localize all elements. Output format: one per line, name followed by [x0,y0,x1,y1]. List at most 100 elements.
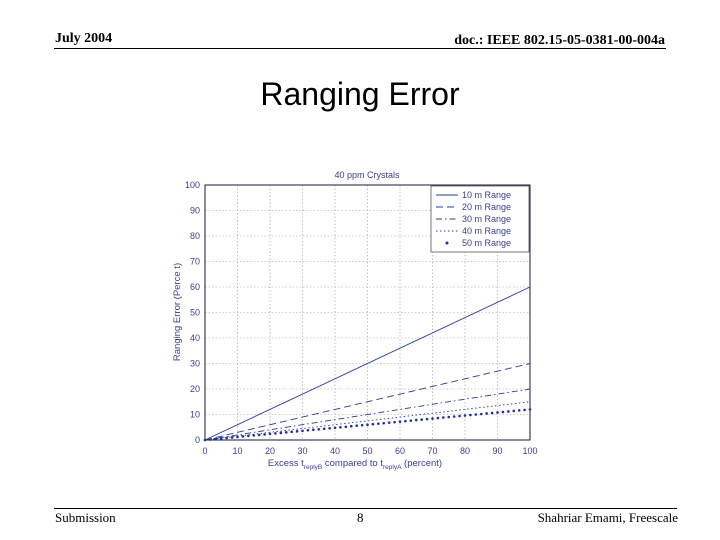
series-50m-marker [371,422,375,426]
series-50m-marker [268,432,272,436]
series-50m-marker [274,432,277,435]
series-50m-marker [209,438,212,441]
legend-label-3: 30 m Range [462,214,511,224]
series-50m-marker [393,420,396,424]
series-50m-marker [377,422,380,425]
legend-marker-5 [445,241,449,245]
series-50m-marker [528,408,532,411]
y-tick-label: 40 [190,333,200,343]
series-50m-marker [517,409,521,412]
series-50m-marker [501,410,505,414]
series-line-1 [204,286,531,441]
series-50m-marker [306,429,310,432]
legend-label-2: 20 m Range [462,202,511,212]
series-50m-marker [252,434,256,437]
series-50m-marker [409,419,413,422]
x-axis-label-sub2: replyA [383,464,402,471]
series-50m-marker [355,424,358,428]
x-tick-label: 90 [492,446,502,456]
series-50m-marker [339,425,342,429]
series-50m-marker [442,416,445,419]
footer-page-number: 8 [357,510,364,525]
legend-label-4: 40 m Range [462,226,511,236]
series-50m-marker [225,436,228,440]
series-50m-marker [523,408,526,412]
series-50m-marker [214,437,218,441]
y-tick-label: 20 [190,384,200,394]
x-tick-label: 30 [297,446,307,456]
series-50m-marker [257,433,261,437]
chart-series [203,286,532,442]
x-tick-label: 80 [460,446,470,456]
series-50m-marker [490,411,494,415]
series-50m-marker [458,414,461,418]
legend-box [430,185,530,253]
series-50m-marker [344,425,348,429]
series-50m-marker [328,426,331,430]
series-50m-marker [469,413,472,417]
series-50m-marker [479,412,483,416]
chart-legend: 10 m Range 20 m Range 30 m Range 40 m Range… [430,185,530,253]
series-50m-marker [203,438,207,442]
series-50m-marker [301,429,304,433]
series-50m-marker [447,415,451,419]
x-tick-label: 70 [427,446,437,456]
series-50m-marker [284,431,288,434]
series-50m-marker [230,436,234,439]
series-line-2 [204,363,531,441]
series-50m-marker [398,420,402,423]
chart-ticks: 0 10 20 30 40 50 60 70 80 90 100 0 10 20 30 40 50 60 70 80 9… [185,180,538,456]
x-axis-label-end: (percent) [401,458,442,469]
header-doc-id: doc.: IEEE 802.15-05-0381-00-004a [454,33,665,48]
series-50m-marker [333,426,337,430]
series-50m-marker [414,418,418,422]
x-tick-label: 100 [522,446,537,456]
series-50m-marker [279,431,283,435]
series-line-3 [204,388,531,441]
x-tick-label: 10 [232,446,242,456]
series-50m-marker [512,409,516,413]
series-50m-marker [263,433,266,436]
series-50m-marker [219,437,223,440]
series-50m-marker [474,413,478,416]
header-rule [54,48,666,49]
y-tick-label: 80 [190,231,200,241]
y-tick-label: 90 [190,206,200,216]
y-tick-label: 0 [195,435,200,445]
slide-title: Ranging Error [260,76,460,112]
legend-label-5: 50 m Range [462,238,511,248]
x-axis-label-sub1: replyB [304,464,322,471]
footer-rule [54,508,677,509]
series-50m-marker [425,417,429,421]
y-tick-label: 100 [185,180,200,190]
legend-label-1: 10 m Range [462,190,511,200]
series-50m-marker [247,434,250,438]
y-tick-label: 70 [190,257,200,267]
y-tick-label: 10 [190,410,200,420]
series-50m-marker [436,416,440,420]
series-50m-marker [312,428,315,432]
series-50m-marker [241,435,245,438]
series-line-4 [204,401,531,441]
series-50m-marker [463,414,467,417]
y-axis-label: Ranging Error (Perce t) [172,263,183,361]
series-50m-marker [317,427,321,431]
series-50m-marker [236,435,239,439]
series-50m-marker [404,419,407,423]
series-50m-marker [496,411,499,414]
series-50m-marker [382,421,386,425]
series-50m-marker [290,430,293,434]
series-50m-marker [322,427,326,431]
x-axis-label: Excess treplyB compared to treplyA (perc… [268,458,442,471]
chart-title: 40 ppm Crystals [334,170,400,180]
x-axis-label-mid: compared to t [322,458,383,469]
series-50m-marker [420,418,423,421]
footer-submission: Submission [55,510,116,525]
series-50m-marker [507,410,510,413]
series-50m-marker [295,430,299,433]
footer-author: Shahriar Emami, Freescale [537,510,678,525]
series-50m-marker [431,417,434,420]
x-tick-label: 0 [202,446,207,456]
plot-frame [204,184,531,441]
